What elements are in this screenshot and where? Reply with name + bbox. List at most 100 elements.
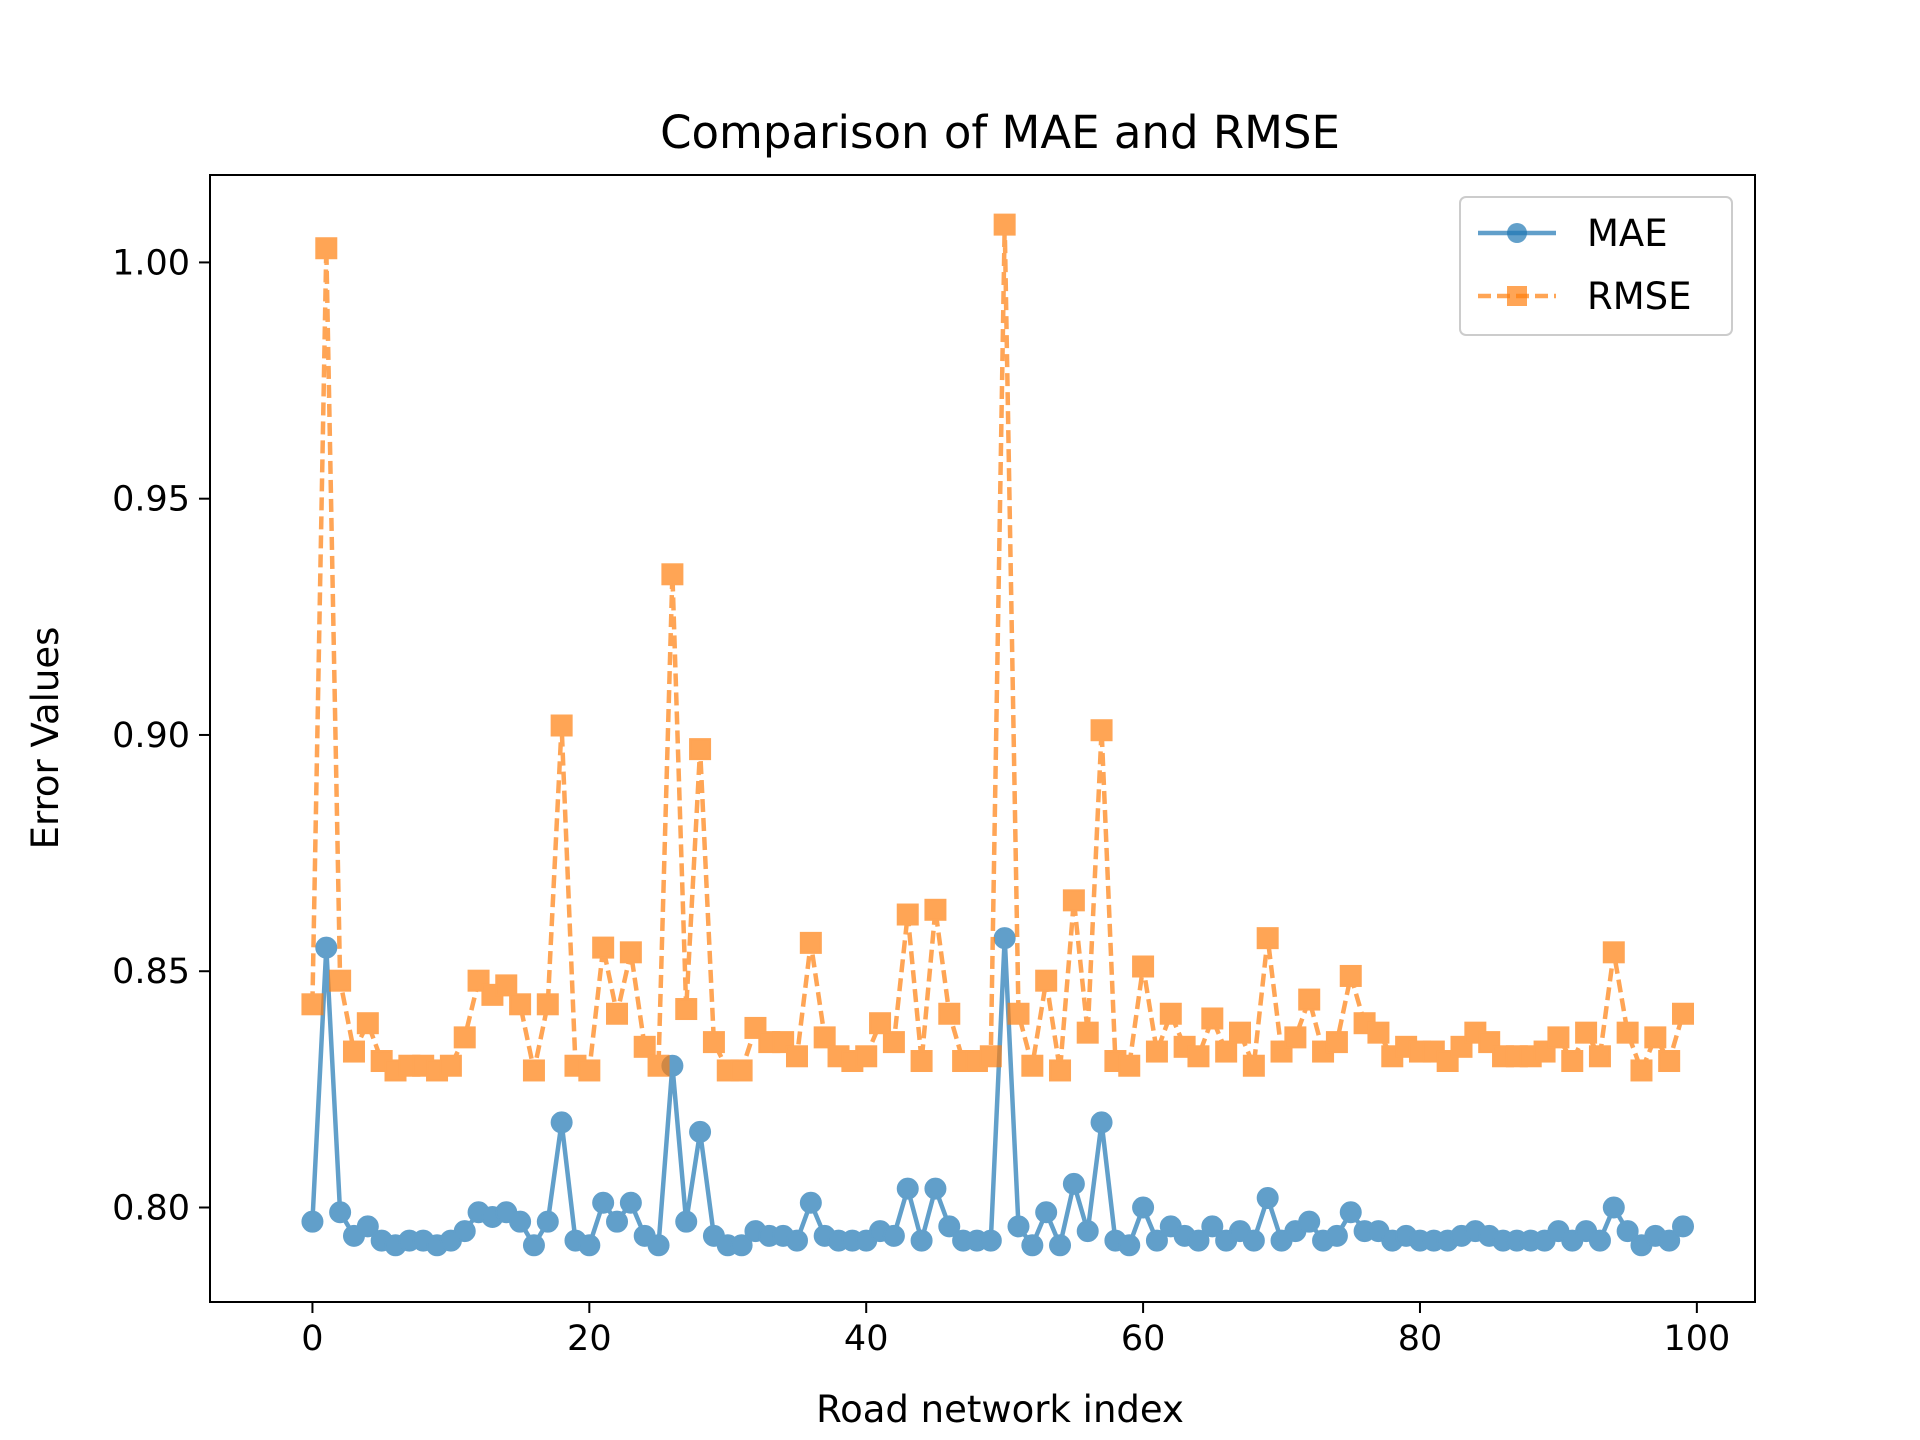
x-tick-label: 100 — [1663, 1319, 1730, 1359]
data-point-mae — [592, 1191, 615, 1214]
data-point-rmse — [1132, 955, 1155, 978]
x-axis-ticks: 0 20 40 60 80 100 — [301, 1302, 1730, 1359]
plot-area — [301, 213, 1695, 1257]
data-point-rmse — [509, 993, 532, 1016]
data-point-rmse — [1007, 1002, 1030, 1025]
data-point-mae — [993, 927, 1016, 950]
data-point-rmse — [647, 1054, 670, 1077]
data-point-mae — [689, 1120, 712, 1143]
data-point-mae — [730, 1234, 753, 1257]
data-point-rmse — [439, 1054, 462, 1077]
data-point-rmse — [1242, 1054, 1265, 1077]
data-point-rmse — [730, 1059, 753, 1082]
data-point-mae — [509, 1210, 532, 1233]
legend: MAE RMSE — [1459, 196, 1733, 336]
data-point-rmse — [855, 1045, 878, 1068]
data-point-rmse — [536, 993, 559, 1016]
data-point-rmse — [1630, 1059, 1653, 1082]
data-point-mae — [1325, 1224, 1348, 1247]
series-line-rmse — [310, 222, 1686, 1073]
data-point-mae — [1132, 1196, 1155, 1219]
data-point-rmse — [924, 898, 947, 921]
data-point-rmse — [1145, 1040, 1168, 1063]
data-point-rmse — [785, 1045, 808, 1068]
data-point-mae — [522, 1234, 545, 1257]
data-point-mae — [1062, 1172, 1085, 1195]
data-point-mae — [924, 1177, 947, 1200]
data-point-mae — [938, 1215, 961, 1238]
data-point-rmse — [1325, 1031, 1348, 1054]
data-point-rmse — [1339, 964, 1362, 987]
x-tick-label: 60 — [1121, 1319, 1166, 1359]
data-point-rmse — [1644, 1026, 1667, 1049]
data-point-rmse — [1547, 1026, 1570, 1049]
chart-title: Comparison of MAE and RMSE — [660, 106, 1340, 159]
data-point-rmse — [453, 1026, 476, 1049]
data-point-rmse — [813, 1026, 836, 1049]
data-point-mae — [1145, 1229, 1168, 1252]
data-point-rmse — [869, 1012, 892, 1035]
data-point-rmse — [1035, 969, 1058, 992]
data-point-rmse — [882, 1031, 905, 1054]
data-point-rmse — [1284, 1026, 1307, 1049]
series-mae — [301, 927, 1695, 1257]
data-point-rmse — [1588, 1045, 1611, 1068]
data-point-mae — [1076, 1220, 1099, 1243]
data-point-rmse — [578, 1059, 601, 1082]
data-point-rmse — [342, 1040, 365, 1063]
data-point-mae — [675, 1210, 698, 1233]
data-point-rmse — [993, 213, 1016, 236]
data-point-mae — [315, 936, 338, 959]
data-point-rmse — [1602, 941, 1625, 964]
data-point-rmse — [522, 1059, 545, 1082]
y-tick-label: 0.95 — [112, 480, 190, 520]
x-tick-label: 0 — [301, 1319, 323, 1359]
series-rmse — [301, 213, 1695, 1082]
data-point-rmse — [550, 714, 573, 737]
data-point-mae — [799, 1191, 822, 1214]
data-point-rmse — [1201, 1007, 1224, 1030]
y-tick-label: 0.80 — [112, 1188, 190, 1228]
data-point-rmse — [1229, 1021, 1251, 1044]
data-point-rmse — [1367, 1021, 1390, 1044]
data-point-rmse — [1062, 889, 1085, 912]
data-point-mae — [329, 1201, 352, 1224]
data-point-mae — [1035, 1201, 1058, 1224]
data-point-rmse — [606, 1002, 629, 1025]
data-point-rmse — [1090, 719, 1113, 742]
data-point-rmse — [896, 903, 919, 926]
data-point-rmse — [979, 1045, 1002, 1068]
data-point-rmse — [1658, 1050, 1681, 1073]
legend-swatch-marker — [1507, 286, 1527, 306]
data-point-mae — [910, 1229, 933, 1252]
data-point-mae — [536, 1210, 559, 1233]
legend-entry-mae: MAE — [1478, 212, 1668, 255]
data-point-rmse — [633, 1035, 656, 1058]
y-axis-ticks: 0.80 0.85 0.90 0.95 1.00 — [112, 243, 210, 1228]
data-point-rmse — [1215, 1040, 1238, 1063]
data-point-rmse — [1616, 1021, 1639, 1044]
data-point-mae — [1672, 1215, 1695, 1238]
data-point-mae — [896, 1177, 919, 1200]
x-tick-label: 40 — [844, 1319, 889, 1359]
data-point-rmse — [329, 969, 352, 992]
data-point-mae — [1201, 1215, 1224, 1238]
legend-entry-rmse: RMSE — [1478, 275, 1692, 318]
data-point-rmse — [1076, 1021, 1099, 1044]
data-point-rmse — [1256, 927, 1279, 950]
data-point-mae — [1616, 1220, 1639, 1243]
data-point-rmse — [910, 1050, 933, 1073]
data-point-mae — [1256, 1187, 1279, 1210]
data-point-mae — [619, 1191, 642, 1214]
y-axis-label: Error Values — [24, 627, 67, 850]
x-tick-label: 80 — [1398, 1319, 1443, 1359]
data-point-mae — [1588, 1229, 1611, 1252]
data-point-mae — [882, 1224, 905, 1247]
data-point-mae — [550, 1111, 573, 1134]
data-point-mae — [1187, 1229, 1210, 1252]
data-point-mae — [979, 1229, 1002, 1252]
data-point-rmse — [495, 974, 518, 997]
data-point-rmse — [799, 931, 822, 954]
y-tick-label: 0.90 — [112, 716, 190, 756]
x-tick-label: 20 — [567, 1319, 612, 1359]
